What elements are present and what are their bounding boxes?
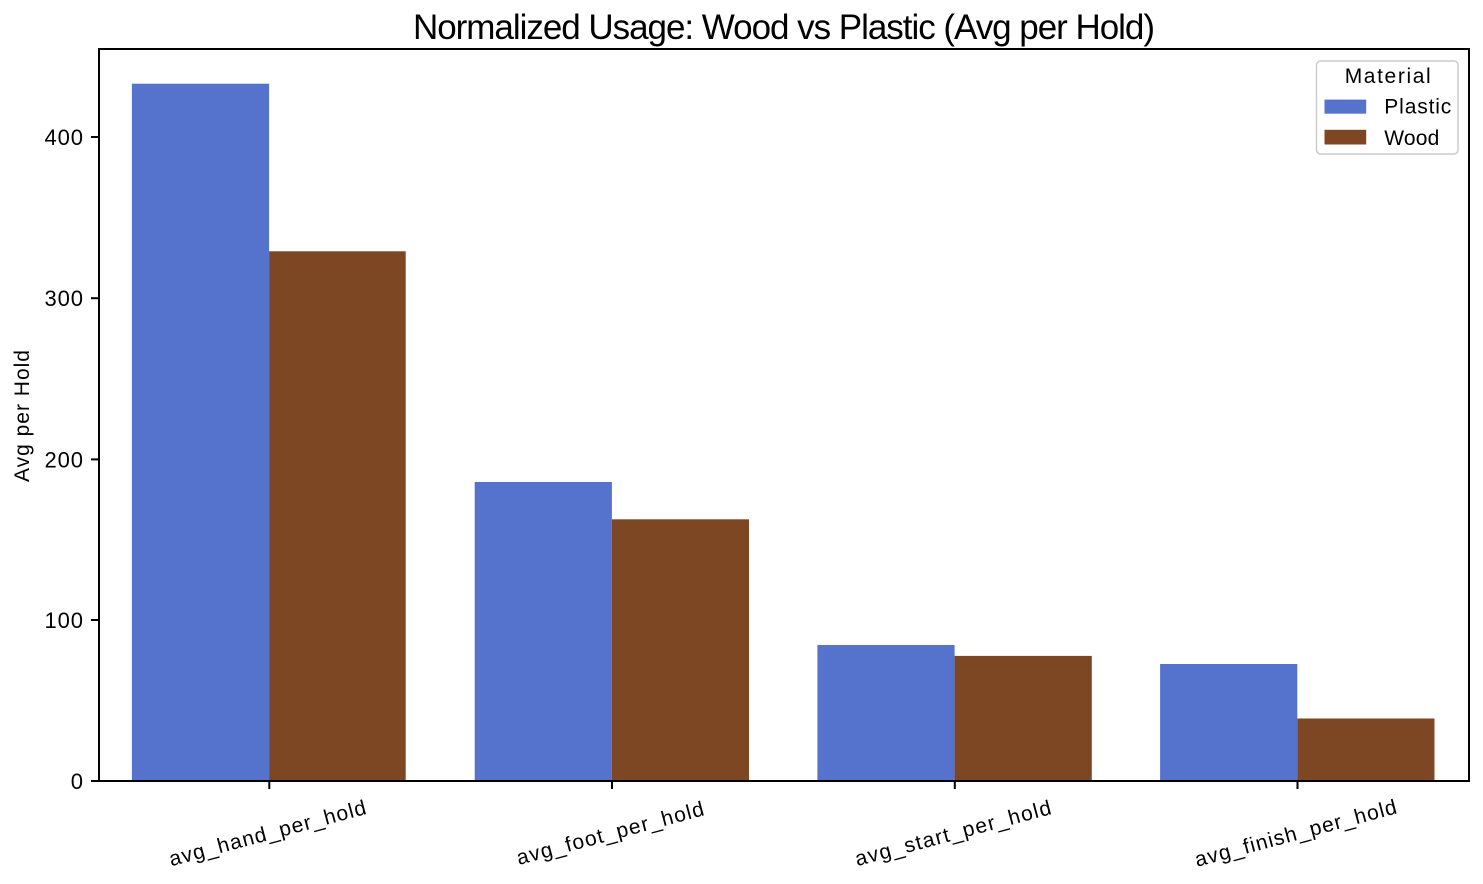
svg-text:Material: Material (1345, 65, 1431, 88)
svg-text:300: 300 (45, 286, 84, 311)
svg-text:400: 400 (45, 125, 84, 150)
svg-text:Normalized Usage: Wood vs Plas: Normalized Usage: Wood vs Plastic (Avg p… (413, 8, 1155, 47)
svg-text:0: 0 (71, 769, 83, 794)
svg-text:Plastic: Plastic (1384, 96, 1451, 119)
svg-text:100: 100 (45, 608, 84, 633)
svg-text:Wood: Wood (1384, 127, 1439, 150)
svg-text:200: 200 (45, 447, 84, 472)
svg-text:Avg per Hold: Avg per Hold (11, 350, 34, 482)
